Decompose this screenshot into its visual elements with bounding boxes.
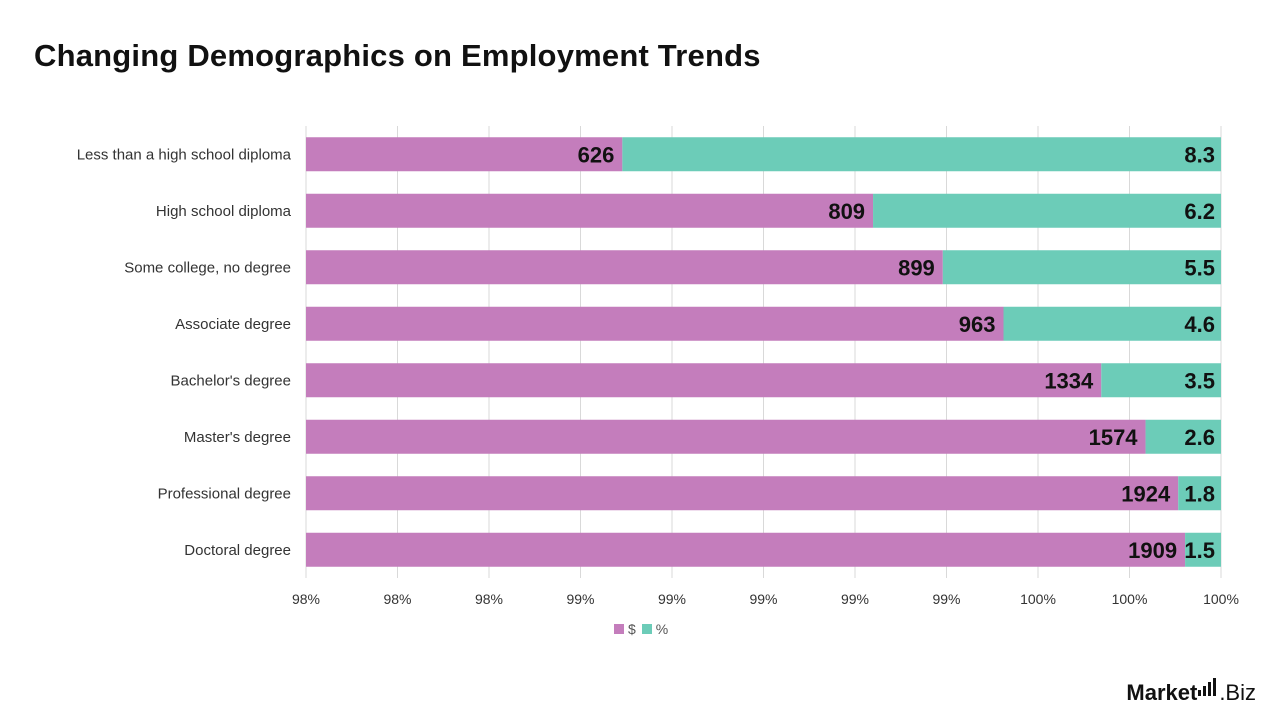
legend-label-dollar: $ [628, 621, 636, 637]
bar-chart-icon [1198, 678, 1218, 696]
x-tick-label: 99% [841, 591, 869, 607]
x-tick-label: 100% [1112, 591, 1148, 607]
category-label: Master's degree [184, 429, 291, 446]
category-label: Some college, no degree [124, 259, 291, 276]
category-labels: Less than a high school diploma High scho… [77, 146, 292, 559]
data-label-percent: 5.5 [1184, 255, 1215, 280]
bar-dollar [306, 250, 943, 285]
data-label-percent: 1.8 [1184, 481, 1215, 506]
data-label-dollar: 1334 [1044, 368, 1094, 393]
bar-percent [1003, 306, 1221, 341]
data-label-percent: 2.6 [1184, 425, 1215, 450]
brand-suffix: .Biz [1219, 680, 1256, 705]
data-label-percent: 3.5 [1184, 368, 1215, 393]
bar-dollar [306, 193, 874, 228]
data-labels: 626 8.3 809 6.2 899 5.5 963 4.6 1334 3.5 1574 2.6 19… [578, 142, 1215, 563]
data-label-dollar: 1924 [1121, 481, 1171, 506]
legend-swatch-dollar [614, 624, 624, 634]
data-label-dollar: 626 [578, 142, 615, 167]
x-tick-label: 99% [566, 591, 594, 607]
category-label: Less than a high school diploma [77, 146, 292, 163]
x-tick-label: 100% [1020, 591, 1056, 607]
x-tick-label: 98% [292, 591, 320, 607]
legend: $ % [614, 621, 674, 637]
category-label: Professional degree [158, 485, 291, 502]
brand-logo: Market .Biz [1126, 678, 1256, 706]
bar-dollar [306, 532, 1186, 567]
x-tick-label: 98% [475, 591, 503, 607]
category-label: Bachelor's degree [171, 372, 291, 389]
bar-chart: 626 8.3 809 6.2 899 5.5 963 4.6 1334 3.5 1574 2.6 19… [77, 126, 1239, 607]
legend-item-percent: % [641, 621, 669, 637]
legend-item-dollar: $ [614, 621, 636, 637]
legend-swatch-percent [641, 624, 652, 634]
legend-label-percent: % [655, 621, 669, 637]
bar-percent [622, 137, 1221, 172]
bar-percent [1185, 532, 1221, 567]
bars [306, 137, 1221, 567]
bar-dollar [306, 419, 1146, 454]
data-label-percent: 1.5 [1184, 538, 1215, 563]
data-label-dollar: 899 [898, 255, 935, 280]
category-label: Doctoral degree [184, 542, 291, 559]
x-tick-label: 99% [749, 591, 777, 607]
bar-dollar [306, 137, 623, 172]
data-label-dollar: 1574 [1089, 425, 1139, 450]
category-label: Associate degree [175, 316, 291, 333]
data-label-dollar: 1909 [1128, 538, 1177, 563]
category-label: High school diploma [156, 203, 292, 220]
data-label-percent: 6.2 [1184, 199, 1215, 224]
data-label-percent: 4.6 [1184, 312, 1215, 337]
bar-percent [1145, 419, 1221, 454]
bar-dollar [306, 306, 1004, 341]
bar-percent [942, 250, 1221, 285]
bar-percent [1178, 476, 1221, 511]
x-tick-label: 98% [383, 591, 411, 607]
bar-percent [1101, 363, 1221, 398]
x-tick-label: 100% [1203, 591, 1239, 607]
bar-percent [873, 193, 1221, 228]
x-tick-label: 99% [658, 591, 686, 607]
bar-dollar [306, 363, 1102, 398]
data-label-dollar: 963 [959, 312, 996, 337]
data-label-dollar: 809 [828, 199, 865, 224]
x-tick-label: 99% [932, 591, 960, 607]
x-tick-labels: 98% 98% 98% 99% 99% 99% 99% 99% 100% 100% 100% [292, 591, 1239, 607]
brand-name: Market [1126, 680, 1198, 705]
chart-title: Changing Demographics on Employment Tren… [34, 38, 761, 73]
data-label-percent: 8.3 [1184, 142, 1215, 167]
bar-dollar [306, 476, 1179, 511]
